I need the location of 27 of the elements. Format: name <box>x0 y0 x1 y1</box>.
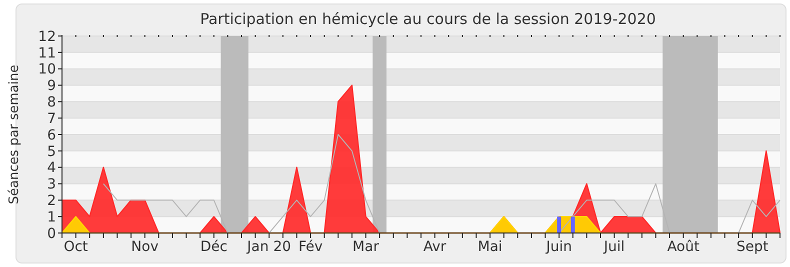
x-tick-label: Mar <box>352 239 380 255</box>
x-tick-label: Mai <box>478 239 502 255</box>
x-tick-label: Jan 20 <box>246 239 292 255</box>
y-tick-label: 0 <box>47 226 56 242</box>
y-tick-label: 5 <box>47 144 56 160</box>
y-tick-label: 1 <box>47 209 56 226</box>
x-tick-label: Juin <box>545 239 572 255</box>
y-tick-label: 11 <box>38 45 56 62</box>
y-tick-label: 7 <box>47 110 56 127</box>
y-tick-label: 9 <box>47 78 56 94</box>
y-tick-label: 10 <box>38 62 56 78</box>
x-tick-label: Sept <box>736 239 769 255</box>
chart-title: Participation en hémicycle au cours de la session 2019-2020 <box>200 10 656 28</box>
x-tick-label: Juil <box>602 239 625 255</box>
y-tick-label: 3 <box>47 176 56 193</box>
x-tick-label: Fév <box>298 239 323 255</box>
y-tick-label: 6 <box>47 127 56 144</box>
y-axis-title: Séances par semaine <box>7 64 22 204</box>
x-tick-label: Déc <box>200 239 228 255</box>
x-tick-label: Avr <box>423 239 446 255</box>
y-tick-label: 4 <box>47 160 56 176</box>
x-tick-label: Oct <box>64 239 88 255</box>
y-tick-label: 8 <box>47 94 56 111</box>
y-tick-label: 2 <box>47 193 56 210</box>
x-tick-label: Août <box>667 239 700 255</box>
x-tick-label: Nov <box>131 239 159 255</box>
y-tick-label: 12 <box>38 28 56 45</box>
